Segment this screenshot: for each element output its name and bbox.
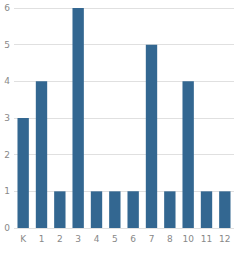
svg-text:5: 5 — [112, 234, 118, 244]
svg-text:12: 12 — [219, 234, 230, 244]
svg-text:6: 6 — [130, 234, 136, 244]
svg-text:11: 11 — [201, 234, 212, 244]
svg-text:4: 4 — [94, 234, 100, 244]
svg-text:0: 0 — [4, 223, 10, 233]
svg-text:1: 1 — [39, 234, 45, 244]
svg-text:5: 5 — [4, 40, 10, 50]
svg-text:3: 3 — [75, 234, 81, 244]
svg-text:1: 1 — [4, 186, 10, 196]
svg-text:2: 2 — [4, 150, 10, 160]
svg-text:6: 6 — [4, 3, 10, 13]
svg-text:10: 10 — [182, 234, 194, 244]
svg-text:3: 3 — [4, 113, 10, 123]
svg-text:4: 4 — [4, 76, 10, 86]
svg-text:8: 8 — [167, 234, 173, 244]
svg-text:K: K — [20, 234, 27, 244]
svg-text:7: 7 — [149, 234, 155, 244]
svg-text:2: 2 — [57, 234, 63, 244]
